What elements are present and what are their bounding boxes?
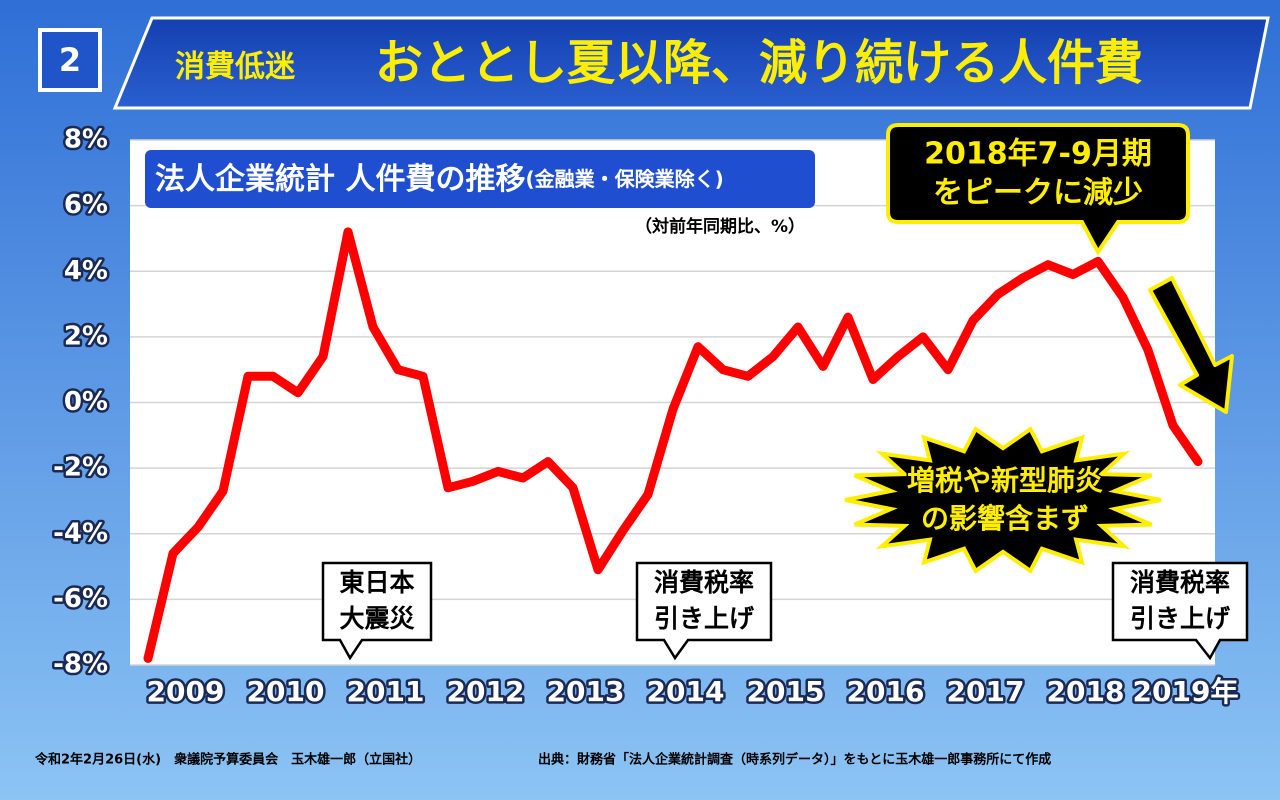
x-tick-label: 2011 — [347, 675, 425, 708]
chart-title-main: 法人企業統計 人件費の推移 — [155, 162, 525, 197]
event-text: 大震災 — [339, 604, 415, 633]
x-tick-label: 2019年 — [1133, 675, 1239, 708]
y-tick-label: -2% — [53, 453, 108, 483]
peak-text: をピークに減少 — [933, 176, 1143, 211]
y-tick-label: 0% — [64, 387, 108, 417]
x-tick-label: 2016 — [847, 675, 925, 708]
x-tick-label: 2013 — [547, 675, 625, 708]
y-tick-label: -8% — [53, 650, 108, 680]
y-tick-label: 6% — [64, 190, 108, 220]
event-callout — [321, 561, 433, 661]
event-text: 引き上げ — [1130, 604, 1231, 633]
x-tick-label: 2018 — [1047, 675, 1125, 708]
x-tick-label: 2012 — [447, 675, 525, 708]
chart-subtitle: (金融業・保険業除く) — [525, 167, 723, 191]
event-text: 東日本 — [339, 568, 414, 597]
chart-title: 法人企業統計 人件費の推移(金融業・保険業除く) — [155, 162, 724, 197]
burst — [844, 426, 1162, 574]
event-callout — [635, 561, 773, 661]
series — [143, 227, 1203, 663]
y-tick-label: -4% — [53, 518, 108, 548]
y-tick-label: -6% — [53, 584, 108, 614]
event-callout — [1111, 561, 1249, 661]
y-tick-label: 8% — [64, 125, 108, 155]
title-banner — [112, 16, 1270, 110]
footer-text: 令和2年2月26日(水) 衆議院予算委員会 玉木雄一郎（立国社） — [35, 752, 421, 768]
chart-title-box — [145, 150, 815, 208]
event-text: 消費税率 — [1130, 568, 1230, 597]
footer-source: 出典：財務省「法人企業統計調査（時系列データ）」をもとに玉木雄一郎事務所にて作成 — [538, 752, 1051, 768]
peak-text: 2018年7-9月期 — [924, 137, 1152, 172]
event-text: 消費税率 — [654, 568, 754, 597]
burst-text: 増税や新型肺炎 — [907, 464, 1103, 497]
number: 2 — [59, 41, 81, 79]
title: おととし夏以降、減り続ける人件費 — [375, 35, 1143, 91]
number-box — [38, 28, 102, 92]
x-tick-label: 2014 — [647, 675, 725, 708]
down-arrow — [1148, 276, 1234, 414]
burst-text: の影響含まず — [921, 502, 1089, 535]
peak-callout — [886, 123, 1190, 256]
event-text: 引き上げ — [654, 604, 755, 633]
x-tick-label: 2015 — [747, 675, 825, 708]
y-tick-label: 4% — [64, 256, 108, 286]
title-small: 消費低迷 — [175, 50, 296, 85]
x-tick-label: 2009 — [147, 675, 225, 708]
x-tick-label: 2017 — [947, 675, 1025, 708]
y-tick-label: 2% — [64, 321, 108, 351]
unit-note: （対前年同期比、%） — [635, 216, 805, 237]
x-tick-label: 2010 — [247, 675, 325, 708]
ticks: -8% -6% -4% -2% 0% 2% 4% 6% 8% 2009 2010 2011 2012 20… — [51, 122, 1241, 711]
data-line — [143, 227, 1203, 663]
